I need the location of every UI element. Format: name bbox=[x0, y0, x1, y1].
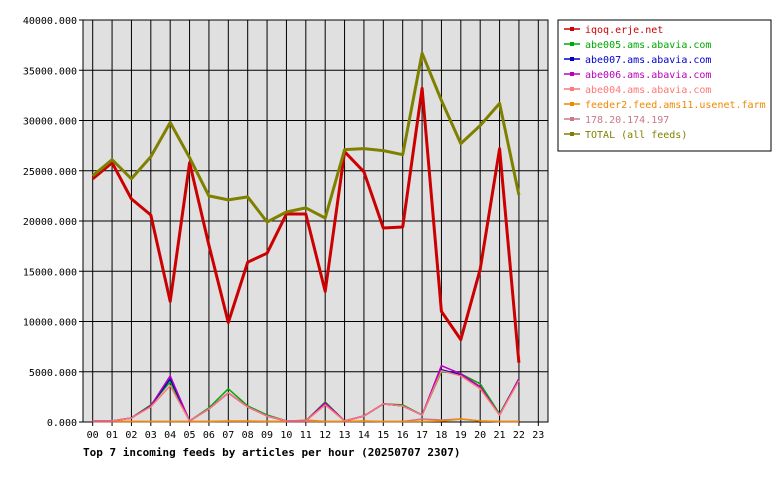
legend-marker bbox=[570, 42, 574, 46]
x-tick-label: 06 bbox=[203, 430, 215, 441]
x-tick-label: 18 bbox=[435, 430, 447, 441]
x-tick-label: 01 bbox=[106, 430, 118, 441]
x-tick-label: 23 bbox=[532, 430, 544, 441]
x-tick-label: 09 bbox=[261, 430, 273, 441]
series-line-7 bbox=[91, 51, 521, 224]
y-tick-label: 30000.000 bbox=[23, 117, 77, 128]
x-tick-label: 16 bbox=[397, 430, 409, 441]
x-tick-label: 03 bbox=[145, 430, 157, 441]
y-tick-label: 25000.000 bbox=[23, 167, 77, 178]
legend: iqoq.erje.net abe005.ams.abavia.com abe007… bbox=[557, 19, 772, 152]
legend-marker bbox=[570, 102, 574, 106]
y-tick-label: 35000.000 bbox=[23, 66, 77, 77]
series-line-4 bbox=[92, 369, 520, 422]
x-tick-label: 07 bbox=[222, 430, 234, 441]
x-tick-label: 14 bbox=[358, 430, 370, 441]
legend-box bbox=[557, 19, 772, 152]
y-axis-ticks: 0.000 5000.000 10000.000 15000.000 20000.000… bbox=[23, 16, 83, 429]
x-tick-label: 13 bbox=[339, 430, 351, 441]
x-tick-label: 20 bbox=[474, 430, 486, 441]
x-tick-label: 15 bbox=[377, 430, 389, 441]
x-tick-label: 02 bbox=[125, 430, 137, 441]
y-tick-label: 20000.000 bbox=[23, 217, 77, 228]
x-tick-label: 12 bbox=[319, 430, 331, 441]
legend-marker bbox=[570, 87, 574, 91]
legend-marker bbox=[570, 132, 574, 136]
legend-label: abe005.ams.abavia.com bbox=[585, 40, 711, 51]
legend-marker bbox=[570, 27, 574, 31]
legend-label: abe007.ams.abavia.com bbox=[585, 55, 711, 66]
x-tick-label: 05 bbox=[184, 430, 196, 441]
legend-label: feeder2.feed.ams11.usenet.farm bbox=[585, 100, 766, 111]
x-tick-label: 00 bbox=[87, 430, 99, 441]
y-tick-label: 40000.000 bbox=[23, 16, 77, 27]
legend-label: abe006.ams.abavia.com bbox=[585, 70, 711, 81]
legend-label: 178.20.174.197 bbox=[585, 115, 669, 126]
x-tick-label: 17 bbox=[416, 430, 428, 441]
legend-marker bbox=[570, 57, 574, 61]
legend-label: iqoq.erje.net bbox=[585, 25, 663, 36]
y-tick-label: 10000.000 bbox=[23, 318, 77, 329]
x-tick-label: 11 bbox=[300, 430, 312, 441]
y-tick-label: 5000.000 bbox=[29, 368, 77, 379]
x-tick-label: 21 bbox=[494, 430, 506, 441]
x-tick-label: 04 bbox=[164, 430, 176, 441]
x-tick-label: 19 bbox=[455, 430, 467, 441]
chart-title: Top 7 incoming feeds by articles per hou… bbox=[83, 446, 461, 459]
x-tick-label: 10 bbox=[280, 430, 292, 441]
y-tick-label: 15000.000 bbox=[23, 267, 77, 278]
series-line-0 bbox=[91, 86, 521, 363]
legend-label: abe004.ams.abavia.com bbox=[585, 85, 711, 96]
legend-marker bbox=[570, 72, 574, 76]
legend-label: TOTAL (all feeds) bbox=[585, 130, 687, 141]
legend-marker bbox=[570, 117, 574, 121]
x-tick-label: 08 bbox=[242, 430, 254, 441]
y-tick-label: 0.000 bbox=[47, 418, 77, 429]
x-tick-label: 22 bbox=[513, 430, 525, 441]
series-lines bbox=[91, 51, 521, 423]
x-axis-ticks: 00 01 02 03 04 05 06 07 08 09 10 11 12 13 14 15 16 17 18 19… bbox=[87, 422, 544, 441]
